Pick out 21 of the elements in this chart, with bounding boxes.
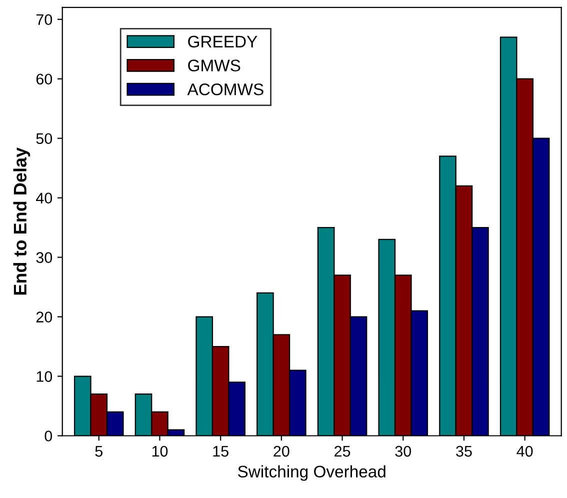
x-tick-label: 40 (516, 446, 533, 457)
legend-label: GMWS (188, 60, 240, 72)
x-tick-label: 25 (334, 446, 350, 457)
x-tick-label: 5 (95, 446, 102, 457)
y-tick-label: 0 (44, 430, 52, 442)
y-tick-label: 30 (36, 252, 52, 263)
y-tick-label: 20 (36, 312, 52, 322)
x-tick-label: 30 (395, 446, 412, 457)
legend-label: GREEDY (188, 36, 258, 48)
y-axis-title: End to End Delay (13, 147, 30, 295)
x-tick-label: 35 (456, 446, 472, 457)
y-tick-label: 60 (36, 74, 52, 85)
x-tick-label: 15 (213, 446, 228, 457)
x-tick-label: 20 (274, 446, 290, 457)
x-tick-label: 10 (152, 446, 168, 457)
y-tick-label: 50 (36, 133, 52, 144)
y-tick-label: 40 (36, 192, 52, 204)
y-tick-label: 70 (36, 14, 52, 26)
y-tick-label: 10 (36, 371, 52, 382)
x-axis-title: Switching Overhead (238, 465, 386, 481)
legend-label: ACOMWS (187, 84, 264, 96)
